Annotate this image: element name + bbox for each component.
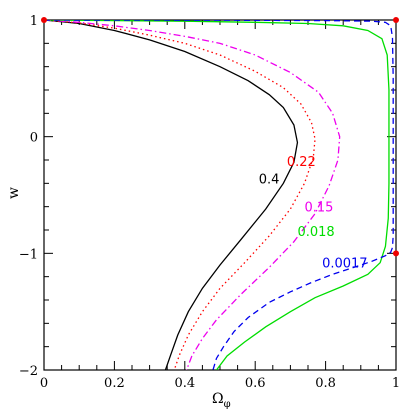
marker-point <box>41 17 47 23</box>
tick-labels: 0 0.2 0.4 0.6 0.8 1 1 0 −1 −2 <box>19 14 400 391</box>
series-line <box>44 20 299 370</box>
series-label: 0.15 <box>304 200 333 215</box>
series-line <box>44 20 316 370</box>
x-axis-label-main: Ω <box>212 391 224 407</box>
marker-point <box>393 17 399 23</box>
series-label: 0.22 <box>287 155 316 170</box>
y-tick-label: −1 <box>19 247 38 262</box>
y-tick-label: 1 <box>30 14 38 29</box>
series-line <box>44 20 341 370</box>
x-axis-label: Ωφ <box>212 391 231 410</box>
x-tick-label: 0.6 <box>245 376 266 391</box>
x-tick-label: 1 <box>392 376 400 391</box>
series-line <box>44 20 390 370</box>
y-axis-label: w <box>6 187 22 199</box>
x-axis-label-subscript: φ <box>224 399 231 410</box>
curve-labels: 0.4 0.22 0.15 0.018 0.0017 <box>259 155 368 272</box>
series-label: 0.4 <box>259 172 280 187</box>
ticks <box>43 19 397 371</box>
x-tick-label: 0.8 <box>315 376 336 391</box>
plot-frame <box>43 19 397 371</box>
x-tick-label: 0.2 <box>104 376 125 391</box>
markers-group <box>41 17 399 257</box>
series-label: 0.0017 <box>322 256 368 271</box>
series-label: 0.018 <box>297 225 334 240</box>
marker-point <box>393 250 399 257</box>
y-tick-label: −2 <box>19 364 38 379</box>
x-tick-label: 0.4 <box>174 376 195 391</box>
x-tick-label: 0 <box>40 376 48 391</box>
series-line <box>44 20 394 370</box>
y-tick-label: 0 <box>30 131 38 146</box>
series-group <box>44 20 394 370</box>
